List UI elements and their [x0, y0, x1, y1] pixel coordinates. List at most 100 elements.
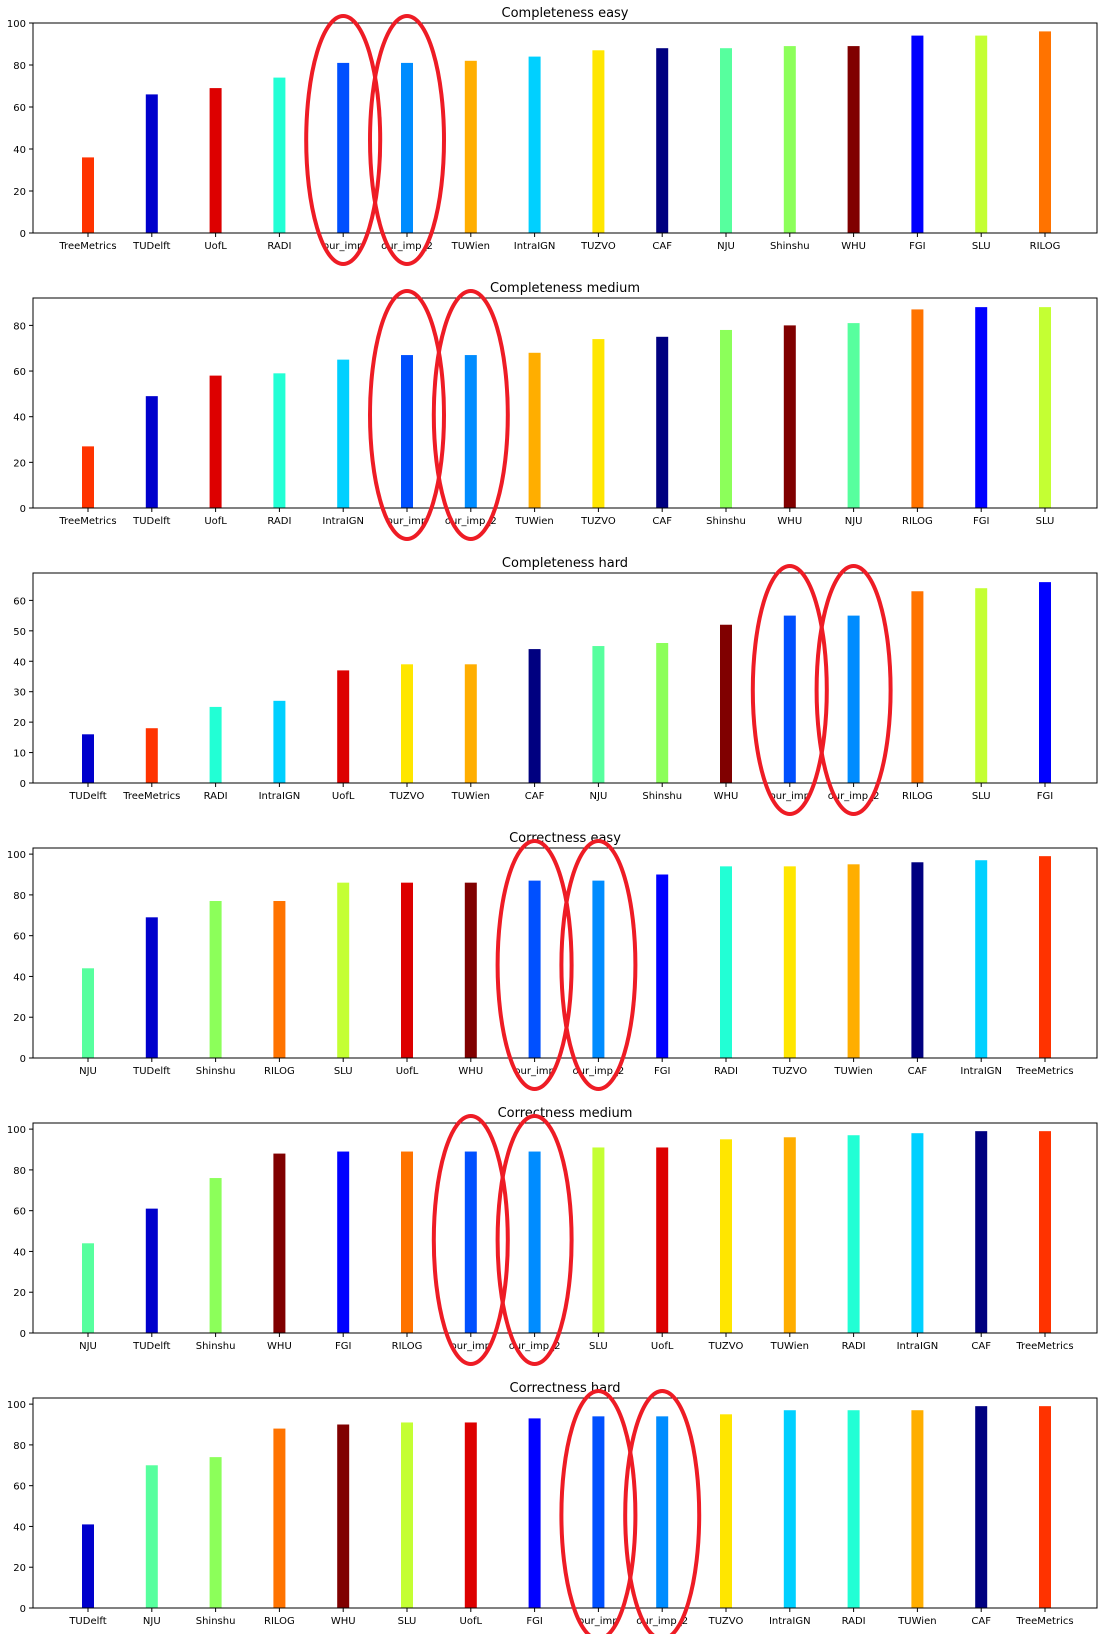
- bar-WHU: [784, 325, 796, 508]
- bar-WHU: [720, 625, 732, 783]
- bar-Shinshu: [210, 1178, 222, 1333]
- x-tick-label: Shinshu: [770, 241, 810, 252]
- x-tick-label: NJU: [79, 1341, 97, 1352]
- x-tick-label: RILOG: [392, 1341, 423, 1352]
- x-tick-label: RADI: [267, 516, 291, 527]
- y-tick-label: 20: [13, 1013, 26, 1024]
- bar-our_imp_2: [529, 1152, 541, 1333]
- x-tick-label: FGI: [973, 516, 989, 527]
- bar-IntraIGN: [529, 57, 541, 233]
- bar-FGI: [529, 1418, 541, 1608]
- bar-our_imp: [529, 881, 541, 1058]
- bar-RADI: [848, 1135, 860, 1333]
- bar-WHU: [465, 883, 477, 1058]
- bar-RADI: [273, 78, 285, 233]
- y-tick-label: 10: [13, 749, 26, 760]
- x-tick-label: FGI: [909, 241, 925, 252]
- bar-SLU: [401, 1422, 413, 1608]
- bar-UofL: [465, 1422, 477, 1608]
- x-tick-label: TreeMetrics: [1015, 1616, 1073, 1627]
- bar-NJU: [592, 646, 604, 783]
- bar-TUDelft: [82, 734, 94, 783]
- bar-TUWien: [465, 664, 477, 783]
- bar-TreeMetrics: [1039, 1406, 1051, 1608]
- y-tick-label: 40: [13, 145, 26, 156]
- x-tick-label: UofL: [651, 1341, 674, 1352]
- x-tick-label: FGI: [654, 1066, 670, 1077]
- bar-TUWien: [465, 61, 477, 233]
- x-tick-label: TreeMetrics: [58, 241, 116, 252]
- chart-panel-5: Correctness medium020406080100NJU TUDelft…: [7, 1106, 1097, 1364]
- bar-TUWien: [911, 1410, 923, 1608]
- x-tick-label: UofL: [396, 1066, 419, 1077]
- bar-TUZVO: [592, 339, 604, 508]
- y-tick-label: 60: [13, 932, 26, 943]
- x-tick-label: IntraIGN: [897, 1341, 939, 1352]
- x-tick-label: TreeMetrics: [1015, 1066, 1073, 1077]
- x-tick-label: RADI: [204, 791, 228, 802]
- y-tick-label: 80: [13, 891, 26, 902]
- bar-Shinshu: [210, 1457, 222, 1608]
- bar-Shinshu: [784, 46, 796, 233]
- x-tick-label: our_imp: [323, 241, 363, 252]
- x-tick-label: RILOG: [264, 1066, 295, 1077]
- bar-TreeMetrics: [1039, 1131, 1051, 1333]
- y-tick-label: 30: [13, 688, 26, 699]
- bar-TUDelft: [146, 917, 158, 1058]
- x-tick-label: TUZVO: [580, 516, 616, 527]
- bar-TUDelft: [82, 1524, 94, 1608]
- x-tick-label: TUZVO: [580, 241, 616, 252]
- bar-FGI: [911, 36, 923, 233]
- x-tick-label: CAF: [971, 1616, 991, 1627]
- x-tick-label: our_imp: [578, 1616, 618, 1627]
- bar-our_imp: [401, 355, 413, 508]
- x-tick-label: Shinshu: [196, 1341, 236, 1352]
- y-tick-label: 20: [13, 458, 26, 469]
- y-tick-label: 60: [13, 596, 26, 607]
- bar-FGI: [337, 1152, 349, 1333]
- bar-our_imp_2: [592, 881, 604, 1058]
- bar-SLU: [975, 588, 987, 783]
- bar-CAF: [656, 48, 668, 233]
- x-tick-label: IntraIGN: [259, 791, 301, 802]
- y-tick-label: 0: [20, 1054, 26, 1065]
- x-tick-label: TUDelft: [132, 1066, 170, 1077]
- x-tick-label: CAF: [908, 1066, 928, 1077]
- y-tick-label: 60: [13, 367, 26, 378]
- x-tick-label: TUDelft: [132, 241, 170, 252]
- bar-CAF: [975, 1131, 987, 1333]
- bar-TUWien: [848, 864, 860, 1058]
- bar-SLU: [592, 1147, 604, 1333]
- x-tick-label: WHU: [331, 1616, 356, 1627]
- x-tick-label: Shinshu: [196, 1066, 236, 1077]
- chart-title: Completeness medium: [490, 281, 640, 296]
- bar-NJU: [720, 48, 732, 233]
- x-tick-label: FGI: [1037, 791, 1053, 802]
- x-tick-label: RADI: [714, 1066, 738, 1077]
- bar-RADI: [273, 373, 285, 508]
- bar-UofL: [656, 1147, 668, 1333]
- x-tick-label: RADI: [842, 1341, 866, 1352]
- chart-panel-2: Completeness medium020406080TreeMetrics T…: [13, 281, 1097, 539]
- plot-frame: [33, 573, 1097, 783]
- x-tick-label: TreeMetrics: [122, 791, 180, 802]
- x-tick-label: WHU: [267, 1341, 292, 1352]
- bar-our_imp: [592, 1416, 604, 1608]
- bar-UofL: [337, 670, 349, 783]
- x-tick-label: TUZVO: [389, 791, 425, 802]
- bar-our_imp_2: [848, 616, 860, 783]
- x-tick-label: IntraIGN: [514, 241, 556, 252]
- bar-CAF: [656, 337, 668, 508]
- bar-TUDelft: [146, 396, 158, 508]
- x-tick-label: SLU: [1036, 516, 1055, 527]
- x-tick-label: UofL: [204, 241, 227, 252]
- bar-RILOG: [273, 1429, 285, 1608]
- x-tick-label: RADI: [267, 241, 291, 252]
- bar-WHU: [848, 46, 860, 233]
- y-tick-label: 100: [7, 1400, 26, 1411]
- bar-Shinshu: [656, 643, 668, 783]
- x-tick-label: our_imp: [514, 1066, 554, 1077]
- bar-TreeMetrics: [146, 728, 158, 783]
